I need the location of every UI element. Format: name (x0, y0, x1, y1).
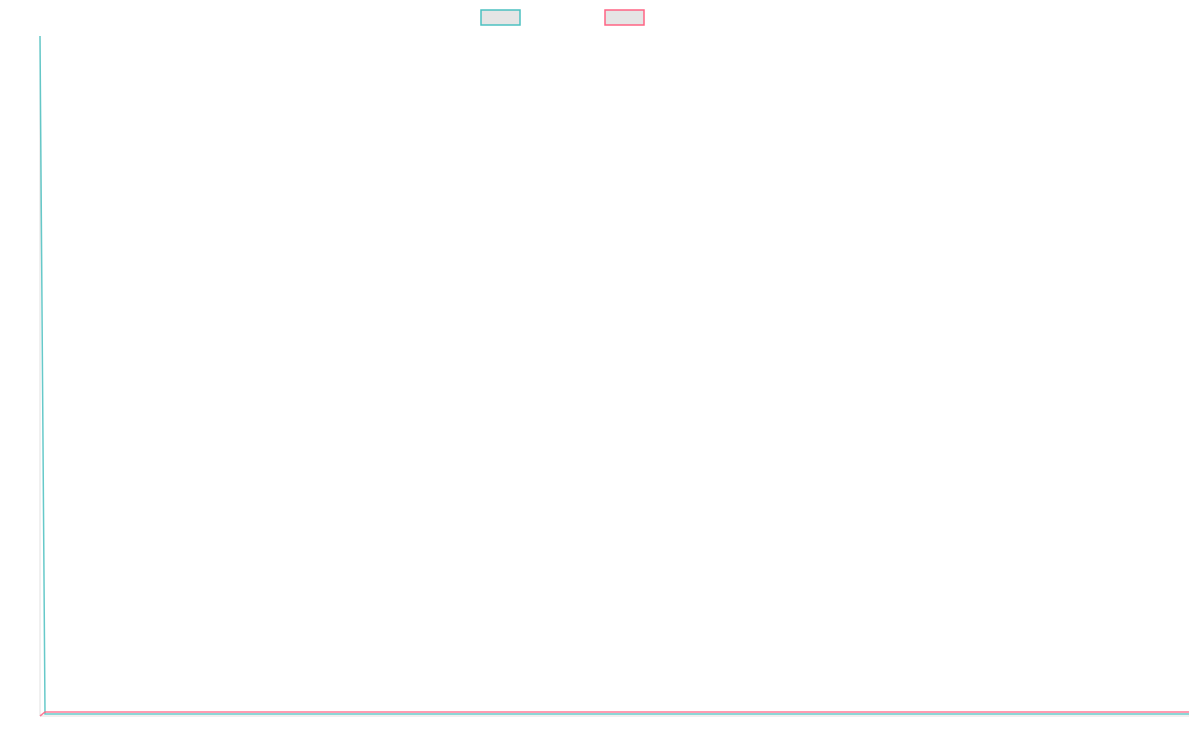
series-line-1 (39, 35, 1189, 715)
legend-swatch-2 (604, 9, 645, 26)
series-line-2 (39, 711, 1189, 717)
legend-swatch-1 (480, 9, 521, 26)
